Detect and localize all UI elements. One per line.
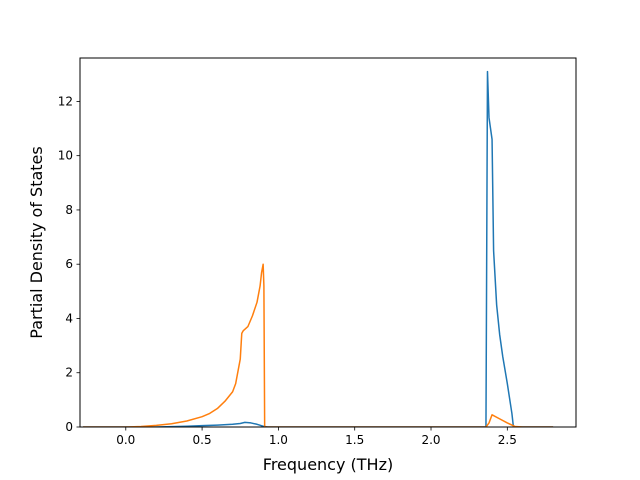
y-tick-label: 4 [65,311,73,325]
series-line-2 [83,263,554,427]
plot-frame [79,57,577,428]
y-axis: 0 2 4 6 8 10 12 [58,94,80,434]
x-tick-label: 0.5 [193,433,212,447]
series-line-1 [83,70,554,427]
x-axis-label: Frequency (THz) [263,455,393,474]
x-axis: 0.0 0.5 1.0 1.5 2.0 2.5 [116,427,517,447]
x-tick-label: 1.5 [345,433,364,447]
x-tick-label: 2.5 [498,433,517,447]
y-tick-label: 2 [65,366,73,380]
y-tick-label: 0 [65,420,73,434]
x-tick-label: 0.0 [116,433,135,447]
y-tick-label: 6 [65,257,73,271]
series-layer [83,70,554,427]
y-tick-label: 8 [65,203,73,217]
y-tick-label: 12 [58,94,73,108]
y-tick-label: 10 [58,149,73,163]
x-tick-label: 1.0 [269,433,288,447]
x-tick-label: 2.0 [421,433,440,447]
y-axis-label: Partial Density of States [27,146,46,338]
